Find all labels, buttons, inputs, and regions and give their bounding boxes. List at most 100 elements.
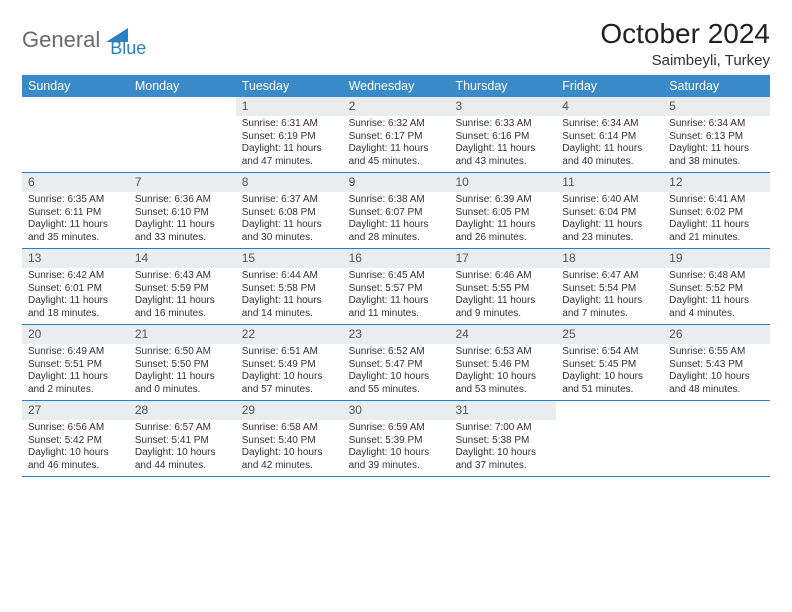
day-cell: 10 Sunrise: 6:39 AMSunset: 6:05 PMDayligh… bbox=[449, 173, 556, 248]
weekday-header: Wednesday bbox=[343, 75, 450, 97]
sunrise-text: Sunrise: 6:31 AM bbox=[242, 118, 337, 131]
day-number: 3 bbox=[449, 97, 556, 116]
sunrise-text: Sunrise: 6:41 AM bbox=[669, 194, 764, 207]
sunrise-text: Sunrise: 6:35 AM bbox=[28, 194, 123, 207]
day-cell: 1Sunrise: 6:31 AMSunset: 6:19 PMDaylight… bbox=[236, 97, 343, 172]
day-cell: 18Sunrise: 6:47 AMSunset: 5:54 PMDayligh… bbox=[556, 249, 663, 324]
sunset-text: Sunset: 6:17 PM bbox=[349, 131, 444, 144]
day-cell: 9Sunrise: 6:38 AMSunset: 6:07 PMDaylight… bbox=[343, 173, 450, 248]
day-cell: 25Sunrise: 6:54 AMSunset: 5:45 PMDayligh… bbox=[556, 325, 663, 400]
day-cell: 27Sunrise: 6:56 AMSunset: 5:42 PMDayligh… bbox=[22, 401, 129, 476]
daylight-text: Daylight: 11 hours and 33 minutes. bbox=[135, 219, 230, 244]
sunrise-text: Sunrise: 6:34 AM bbox=[669, 118, 764, 131]
weekday-header: Sunday bbox=[22, 75, 129, 97]
week-row: 27Sunrise: 6:56 AMSunset: 5:42 PMDayligh… bbox=[22, 401, 770, 477]
day-number bbox=[663, 401, 770, 420]
sunset-text: Sunset: 6:14 PM bbox=[562, 131, 657, 144]
sunset-text: Sunset: 6:04 PM bbox=[562, 207, 657, 220]
day-cell: 3 Sunrise: 6:33 AMSunset: 6:16 PMDaylight… bbox=[449, 97, 556, 172]
daylight-text: Daylight: 11 hours and 9 minutes. bbox=[455, 295, 550, 320]
sunrise-text: Sunrise: 6:58 AM bbox=[242, 422, 337, 435]
day-number: 10 bbox=[449, 173, 556, 192]
sunset-text: Sunset: 5:52 PM bbox=[669, 283, 764, 296]
daylight-text: Daylight: 11 hours and 30 minutes. bbox=[242, 219, 337, 244]
day-cell: 6Sunrise: 6:35 AMSunset: 6:11 PMDaylight… bbox=[22, 173, 129, 248]
day-number bbox=[556, 401, 663, 420]
day-cell: 20Sunrise: 6:49 AMSunset: 5:51 PMDayligh… bbox=[22, 325, 129, 400]
sunset-text: Sunset: 5:54 PM bbox=[562, 283, 657, 296]
day-number: 21 bbox=[129, 325, 236, 344]
sunset-text: Sunset: 6:07 PM bbox=[349, 207, 444, 220]
sunset-text: Sunset: 6:13 PM bbox=[669, 131, 764, 144]
day-body: Sunrise: 6:41 AMSunset: 6:02 PMDaylight:… bbox=[663, 194, 770, 244]
day-cell bbox=[663, 401, 770, 476]
sunrise-text: Sunrise: 6:50 AM bbox=[135, 346, 230, 359]
day-cell bbox=[556, 401, 663, 476]
sunrise-text: Sunrise: 6:38 AM bbox=[349, 194, 444, 207]
day-body: Sunrise: 6:40 AMSunset: 6:04 PMDaylight:… bbox=[556, 194, 663, 244]
weekday-header: Monday bbox=[129, 75, 236, 97]
day-body: Sunrise: 6:59 AMSunset: 5:39 PMDaylight:… bbox=[343, 422, 450, 472]
day-cell: 13Sunrise: 6:42 AMSunset: 6:01 PMDayligh… bbox=[22, 249, 129, 324]
day-number: 5 bbox=[663, 97, 770, 116]
day-number: 19 bbox=[663, 249, 770, 268]
sunset-text: Sunset: 5:57 PM bbox=[349, 283, 444, 296]
sunset-text: Sunset: 6:19 PM bbox=[242, 131, 337, 144]
sunset-text: Sunset: 6:10 PM bbox=[135, 207, 230, 220]
day-body: Sunrise: 6:35 AMSunset: 6:11 PMDaylight:… bbox=[22, 194, 129, 244]
sunset-text: Sunset: 5:39 PM bbox=[349, 435, 444, 448]
daylight-text: Daylight: 10 hours and 55 minutes. bbox=[349, 371, 444, 396]
sunrise-text: Sunrise: 6:51 AM bbox=[242, 346, 337, 359]
daylight-text: Daylight: 10 hours and 46 minutes. bbox=[28, 447, 123, 472]
calendar: SundayMondayTuesdayWednesdayThursdayFrid… bbox=[22, 75, 770, 477]
day-body: Sunrise: 6:37 AMSunset: 6:08 PMDaylight:… bbox=[236, 194, 343, 244]
sunset-text: Sunset: 5:49 PM bbox=[242, 359, 337, 372]
week-row: 1Sunrise: 6:31 AMSunset: 6:19 PMDaylight… bbox=[22, 97, 770, 173]
sunset-text: Sunset: 5:50 PM bbox=[135, 359, 230, 372]
weekday-header-row: SundayMondayTuesdayWednesdayThursdayFrid… bbox=[22, 75, 770, 97]
sunset-text: Sunset: 6:08 PM bbox=[242, 207, 337, 220]
sunrise-text: Sunrise: 6:48 AM bbox=[669, 270, 764, 283]
day-number: 11 bbox=[556, 173, 663, 192]
week-row: 13Sunrise: 6:42 AMSunset: 6:01 PMDayligh… bbox=[22, 249, 770, 325]
day-number: 16 bbox=[343, 249, 450, 268]
daylight-text: Daylight: 11 hours and 14 minutes. bbox=[242, 295, 337, 320]
daylight-text: Daylight: 10 hours and 42 minutes. bbox=[242, 447, 337, 472]
daylight-text: Daylight: 11 hours and 38 minutes. bbox=[669, 143, 764, 168]
day-number: 26 bbox=[663, 325, 770, 344]
day-body: Sunrise: 6:56 AMSunset: 5:42 PMDaylight:… bbox=[22, 422, 129, 472]
daylight-text: Daylight: 11 hours and 4 minutes. bbox=[669, 295, 764, 320]
sunrise-text: Sunrise: 6:33 AM bbox=[455, 118, 550, 131]
day-number: 20 bbox=[22, 325, 129, 344]
sunrise-text: Sunrise: 6:55 AM bbox=[669, 346, 764, 359]
day-body: Sunrise: 6:31 AMSunset: 6:19 PMDaylight:… bbox=[236, 118, 343, 168]
day-number: 14 bbox=[129, 249, 236, 268]
day-number: 7 bbox=[129, 173, 236, 192]
sunset-text: Sunset: 6:02 PM bbox=[669, 207, 764, 220]
day-body: Sunrise: 6:34 AMSunset: 6:14 PMDaylight:… bbox=[556, 118, 663, 168]
daylight-text: Daylight: 11 hours and 43 minutes. bbox=[455, 143, 550, 168]
day-cell: 23Sunrise: 6:52 AMSunset: 5:47 PMDayligh… bbox=[343, 325, 450, 400]
day-body: Sunrise: 6:39 AMSunset: 6:05 PMDaylight:… bbox=[449, 194, 556, 244]
location-label: Saimbeyli, Turkey bbox=[600, 52, 770, 69]
sunrise-text: Sunrise: 6:40 AM bbox=[562, 194, 657, 207]
day-cell: 11 Sunrise: 6:40 AMSunset: 6:04 PMDayligh… bbox=[556, 173, 663, 248]
daylight-text: Daylight: 11 hours and 18 minutes. bbox=[28, 295, 123, 320]
daylight-text: Daylight: 11 hours and 35 minutes. bbox=[28, 219, 123, 244]
day-number: 18 bbox=[556, 249, 663, 268]
daylight-text: Daylight: 11 hours and 26 minutes. bbox=[455, 219, 550, 244]
day-body: Sunrise: 6:43 AMSunset: 5:59 PMDaylight:… bbox=[129, 270, 236, 320]
sunrise-text: Sunrise: 6:47 AM bbox=[562, 270, 657, 283]
logo-text-blue: Blue bbox=[110, 38, 146, 59]
logo: General Blue bbox=[22, 20, 146, 59]
sunrise-text: Sunrise: 6:43 AM bbox=[135, 270, 230, 283]
daylight-text: Daylight: 10 hours and 39 minutes. bbox=[349, 447, 444, 472]
day-body: Sunrise: 6:57 AMSunset: 5:41 PMDaylight:… bbox=[129, 422, 236, 472]
sunrise-text: Sunrise: 6:37 AM bbox=[242, 194, 337, 207]
day-cell: 31Sunrise: 7:00 AMSunset: 5:38 PMDayligh… bbox=[449, 401, 556, 476]
sunset-text: Sunset: 5:45 PM bbox=[562, 359, 657, 372]
day-number: 22 bbox=[236, 325, 343, 344]
day-number: 17 bbox=[449, 249, 556, 268]
day-cell: 7Sunrise: 6:36 AMSunset: 6:10 PMDaylight… bbox=[129, 173, 236, 248]
sunset-text: Sunset: 6:16 PM bbox=[455, 131, 550, 144]
